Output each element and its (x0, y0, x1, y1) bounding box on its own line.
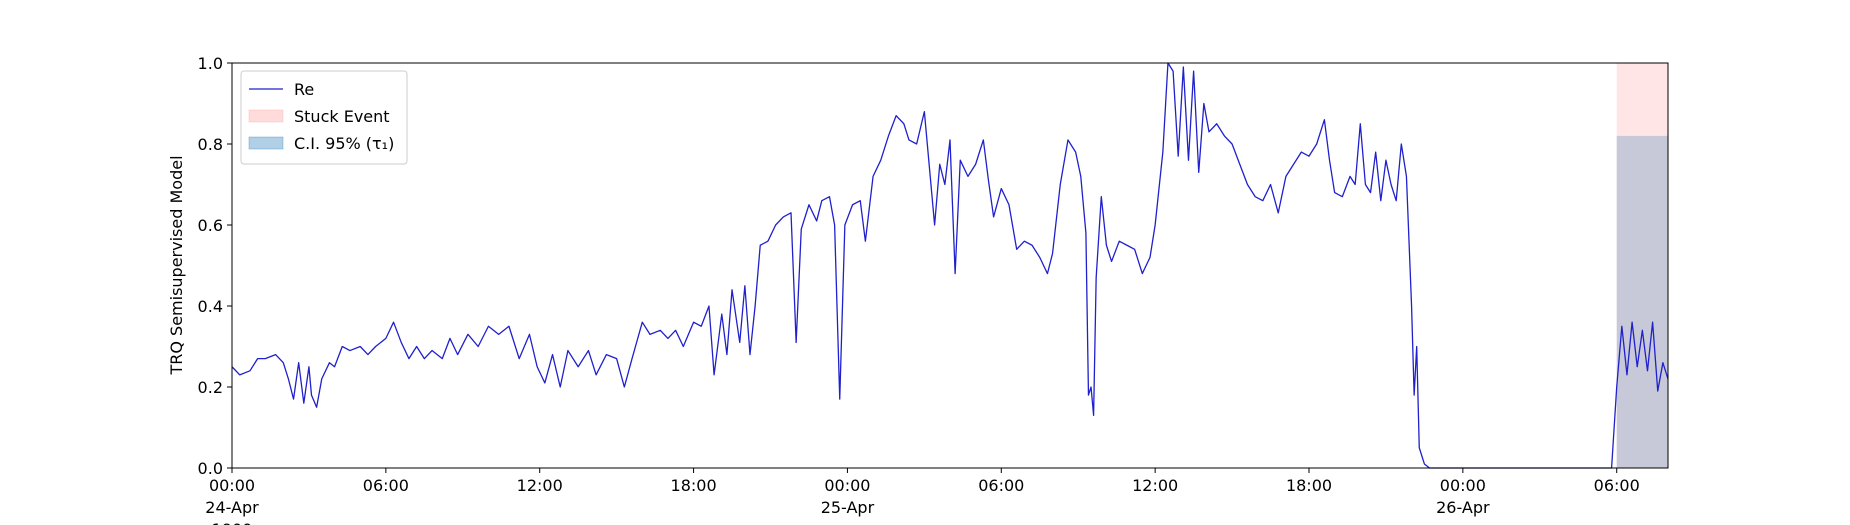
y-tick-label: 0.0 (198, 459, 223, 478)
legend-box (240, 70, 408, 165)
x-tick-label: 12:00 (517, 476, 563, 495)
legend-patch (248, 136, 284, 150)
x-tick-label: 12:00 (1132, 476, 1178, 495)
x-tick-label: 06:00 (1594, 476, 1640, 495)
y-tick-label: 1.0 (198, 54, 223, 73)
y-tick-label: 0.6 (198, 216, 223, 235)
x-tick-label: 00:00 (1440, 476, 1486, 495)
y-axis-label: TRQ Semisupervised Model (167, 155, 186, 375)
data-line (231, 62, 1669, 469)
x-tick-label: 18:00 (671, 476, 717, 495)
x-date-label: 26-Apr (1436, 498, 1490, 517)
x-tick-label: 06:00 (363, 476, 409, 495)
x-tick-label: 00:00 (209, 476, 255, 495)
legend-patch (248, 109, 284, 123)
x-date-label: 24-Apr (205, 498, 259, 517)
legend-label: C.I. 95% (τ₁) (294, 134, 394, 153)
y-tick-label: 0.4 (198, 297, 223, 316)
legend-label: Stuck Event (294, 107, 390, 126)
legend-label: Re (294, 80, 314, 99)
x-year-label: 1900 (212, 520, 253, 525)
y-tick-label: 0.8 (198, 135, 223, 154)
span (1616, 63, 1668, 468)
x-tick-label: 18:00 (1286, 476, 1332, 495)
x-tick-label: 06:00 (978, 476, 1024, 495)
span (1616, 135, 1668, 468)
plot-frame (231, 62, 1669, 469)
x-tick-label: 00:00 (824, 476, 870, 495)
y-tick-label: 0.2 (198, 378, 223, 397)
x-date-label: 25-Apr (821, 498, 875, 517)
